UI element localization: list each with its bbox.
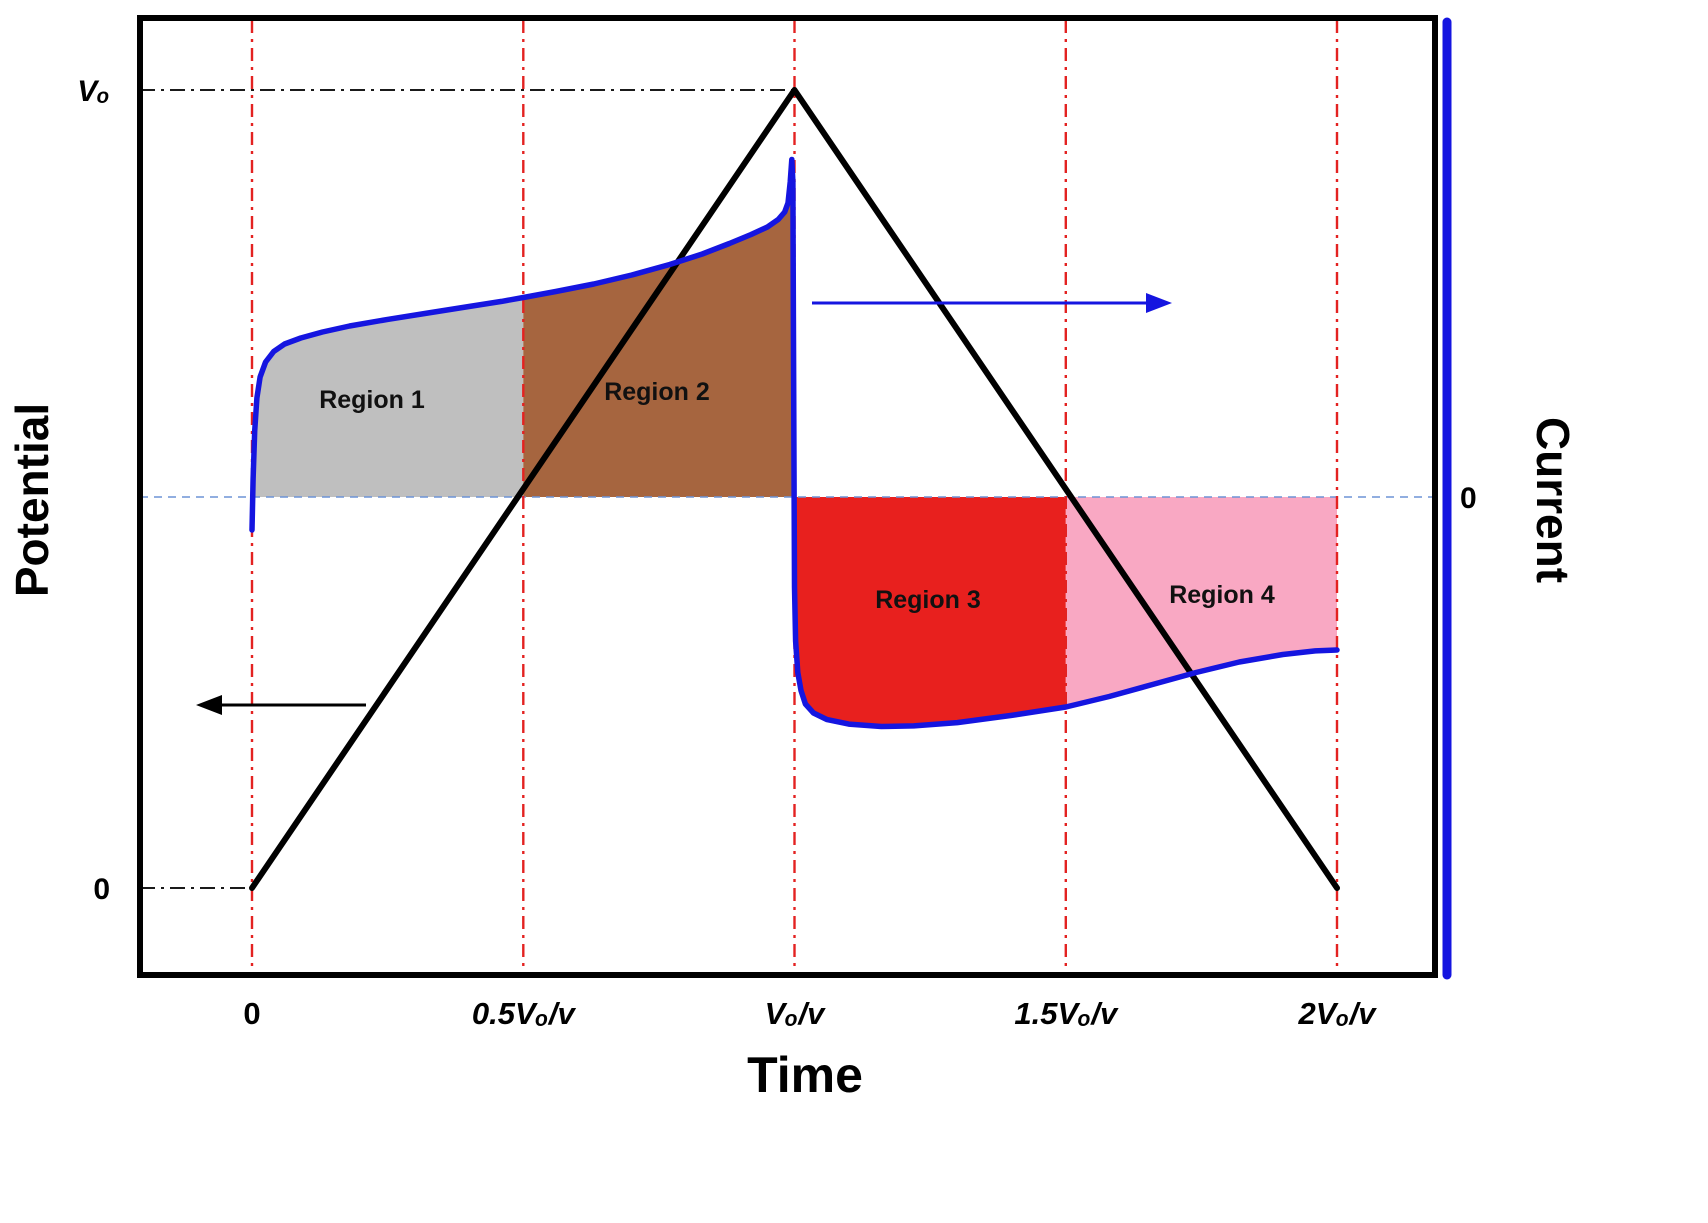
x-axis-title: Time (747, 1047, 863, 1103)
right-tick-zero: 0 (1460, 482, 1477, 515)
region-3-area (794, 497, 1066, 727)
x-tick-label: 2Vₒ/v (1297, 996, 1377, 1031)
plot-frame (137, 15, 1438, 978)
region-2-area (523, 159, 795, 497)
region-1-area (252, 297, 524, 497)
regions-group (252, 159, 1337, 727)
left-arrowhead-icon (196, 695, 222, 715)
region-4-label: Region 4 (1169, 581, 1275, 609)
region-3-label: Region 3 (875, 586, 981, 614)
current-line (249, 156, 1340, 730)
region-1-label: Region 1 (319, 386, 425, 414)
x-tick-label: 0 (243, 996, 260, 1031)
y-axis-title-current: Current (1527, 417, 1579, 583)
x-tick-label: 1.5Vₒ/v (1014, 996, 1119, 1031)
y-axis-title-potential: Potential (6, 403, 58, 597)
region-2-label: Region 2 (604, 378, 710, 406)
x-tick-label: 0.5Vₒ/v (472, 996, 577, 1031)
left-tick-zero: 0 (93, 873, 110, 906)
potential-guides (140, 89, 795, 889)
potential-axis-arrow (196, 695, 366, 715)
current-axis-arrow (812, 293, 1172, 313)
x-tick-label: Vₒ/v (765, 996, 827, 1031)
left-tick-v0: Vₒ (77, 75, 110, 108)
right-arrowhead-icon (1146, 293, 1172, 313)
potential-line (249, 87, 1340, 891)
